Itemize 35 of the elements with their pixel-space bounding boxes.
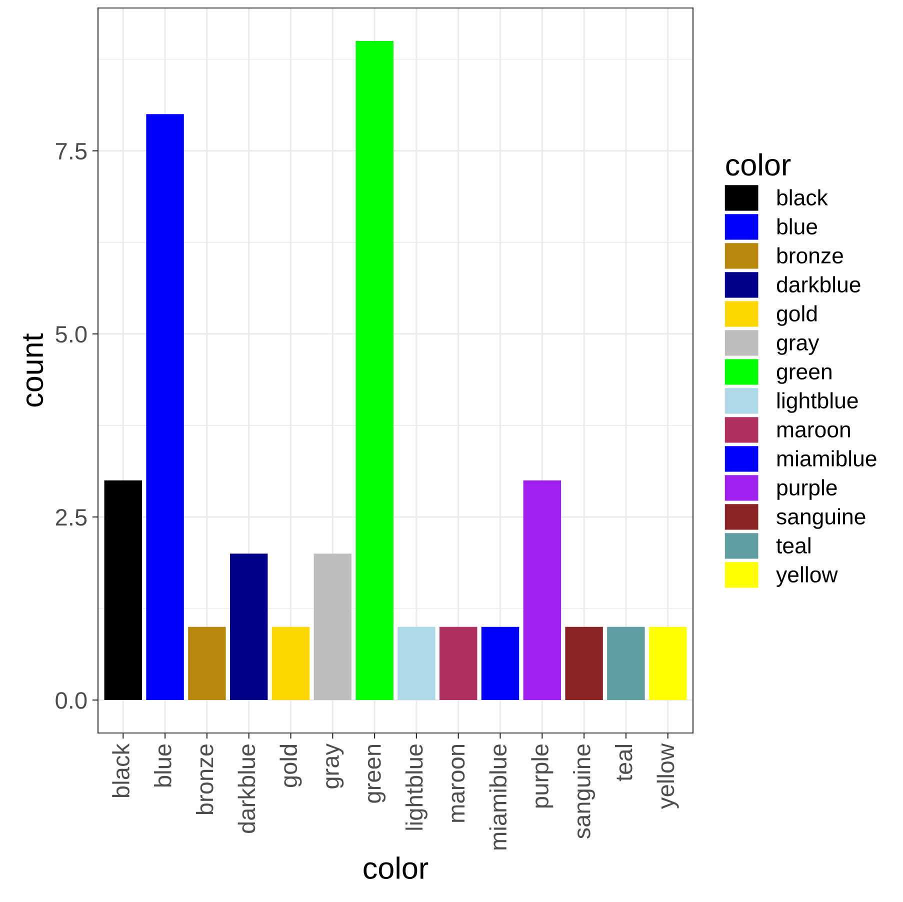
y-tick-label: 2.5 (56, 509, 87, 526)
x-tick-label: green (368, 744, 386, 803)
legend-label: green (776, 367, 832, 384)
legend-title: color (726, 153, 791, 176)
legend-label: gray (776, 338, 820, 355)
legend-label: miamiblue (777, 450, 876, 467)
y-tick-label: 5.0 (56, 326, 87, 343)
legend-label: lightblue (778, 392, 858, 413)
x-tick-label: blue (154, 744, 172, 787)
x-tick-label: maroon (452, 744, 465, 822)
x-tick-label: black (112, 743, 130, 798)
x-tick-label: gold (280, 744, 302, 788)
x-tick-label: darkblue (238, 744, 256, 833)
x-tick-label: bronze (196, 744, 214, 814)
legend-label: darkblue (776, 276, 860, 293)
legend-label: purple (777, 479, 837, 500)
x-tick-label: miamiblue (489, 744, 507, 850)
x-axis-title: color (364, 856, 428, 880)
x-tick-label: yellow (656, 743, 679, 809)
legend-label: gold (776, 305, 817, 326)
x-tick-label: lightblue (405, 744, 428, 830)
x-tick-label: gray (326, 743, 344, 788)
x-tick-label: sanguine (573, 744, 596, 839)
legend-label: sanguine (776, 508, 866, 529)
legend-label: blue (777, 218, 818, 235)
y-tick-label: 0.0 (56, 692, 87, 709)
x-tick-label: purple (531, 744, 554, 808)
legend-label: maroon (777, 425, 850, 438)
x-tick-label: teal (614, 744, 632, 782)
legend-label: teal (776, 537, 810, 554)
y-tick-label: 7.5 (56, 143, 87, 160)
legend-label: black (777, 189, 828, 206)
legend-label: yellow (776, 566, 838, 587)
legend-label: bronze (777, 247, 843, 264)
y-axis-title: count (23, 333, 44, 407)
